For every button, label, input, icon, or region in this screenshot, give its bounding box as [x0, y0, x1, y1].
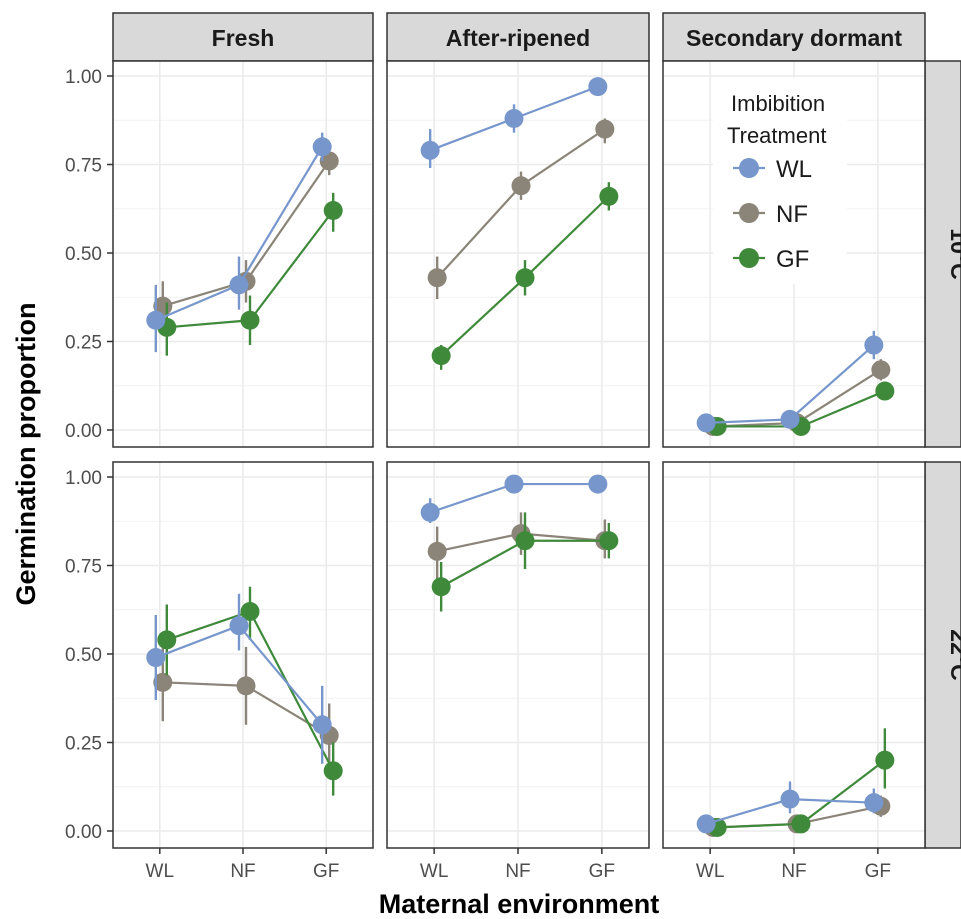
legend-key-point-gf: [739, 248, 759, 268]
x-tick-label: NF: [505, 861, 530, 882]
data-point-gf: [875, 750, 895, 770]
data-point-wl: [696, 413, 716, 433]
y-tick-label: 0.50: [65, 244, 102, 265]
panel-10c-secondary-dormant-border: [662, 60, 926, 448]
x-tick-label: GF: [589, 861, 615, 882]
legend-label-gf: GF: [776, 246, 809, 273]
panel-10c-fresh-border: [112, 60, 374, 448]
panel-10c-after-ripened-border: [386, 60, 650, 448]
data-point-wl: [864, 335, 884, 355]
data-point-wl: [312, 715, 332, 735]
data-point-gf: [431, 346, 451, 366]
data-point-wl: [504, 108, 524, 128]
data-point-wl: [696, 814, 716, 834]
y-tick-label: 0.25: [65, 734, 102, 755]
legend-title-line2: Treatment: [727, 123, 826, 148]
row-strip-22c: [924, 461, 961, 849]
x-tick-label: NF: [230, 861, 255, 882]
data-point-gf: [791, 814, 811, 834]
data-point-nf: [319, 151, 339, 171]
data-point-wl: [229, 275, 249, 295]
y-tick-label: 0.75: [65, 557, 102, 578]
data-point-nf: [511, 176, 531, 196]
data-point-wl: [780, 789, 800, 809]
x-tick-label: GF: [313, 861, 339, 882]
data-point-gf: [431, 577, 451, 597]
data-point-wl: [420, 140, 440, 160]
x-tick-label: NF: [781, 861, 806, 882]
data-point-wl: [146, 648, 166, 668]
y-tick-label: 0.00: [65, 822, 102, 843]
panel-10c-after-ripened: [386, 60, 650, 448]
legend-label-wl: WL: [776, 156, 812, 183]
data-point-wl: [588, 77, 608, 97]
data-point-wl: [588, 474, 608, 494]
legend-title-line1: Imbibition: [731, 91, 825, 116]
data-point-gf: [599, 531, 619, 551]
y-tick-label: 0.75: [65, 156, 102, 177]
data-point-gf: [240, 602, 260, 622]
data-point-wl: [864, 793, 884, 813]
panel-22c-secondary-dormant: WL NF GF: [662, 461, 926, 882]
legend-label-nf: NF: [776, 201, 808, 228]
y-tick-label: 1.00: [65, 67, 102, 88]
row-strip-10c: [924, 60, 961, 448]
y-axis-title: Germination proportion: [11, 303, 41, 606]
row-label-10c: 10°C: [946, 228, 961, 279]
legend-key-point-nf: [739, 203, 759, 223]
data-point-nf: [427, 541, 447, 561]
y-tick-label: 0.25: [65, 333, 102, 354]
legend-background: [713, 78, 847, 284]
data-point-gf: [157, 630, 177, 650]
y-tick-label: 0.00: [65, 421, 102, 442]
facet-strip-after-ripened: [386, 12, 650, 62]
data-point-gf: [875, 381, 895, 401]
facet-label-secondary-dormant: Secondary dormant: [686, 25, 902, 51]
data-point-wl: [420, 502, 440, 522]
facet-strip-secondary-dormant: [662, 12, 926, 62]
data-point-nf: [153, 672, 173, 692]
data-point-wl: [146, 310, 166, 330]
y-tick-label: 1.00: [65, 468, 102, 489]
data-point-gf: [323, 761, 343, 781]
facet-strip-fresh: [112, 12, 374, 62]
data-point-gf: [515, 531, 535, 551]
data-point-wl: [229, 616, 249, 636]
data-point-nf: [236, 676, 256, 696]
facet-label-fresh: Fresh: [212, 25, 275, 51]
panel-10c-fresh: 0.00 0.25 0.50 0.75 1.00: [65, 60, 374, 448]
legend-key-point-wl: [739, 158, 759, 178]
panel-22c-after-ripened: WL NF GF: [386, 461, 650, 882]
panels-layer: Fresh After-ripened Secondary dormant 10°C 2…: [65, 12, 961, 882]
data-point-gf: [515, 268, 535, 288]
x-tick-label: WL: [420, 861, 449, 882]
data-point-wl: [780, 409, 800, 429]
data-point-gf: [240, 310, 260, 330]
x-tick-label: GF: [865, 861, 891, 882]
data-point-wl: [504, 474, 524, 494]
panel-22c-fresh: 0.00 0.25 0.50 0.75 1.00 WL NF GF: [65, 461, 374, 882]
x-tick-label: WL: [696, 861, 725, 882]
facet-label-after-ripened: After-ripened: [446, 25, 590, 51]
x-axis-title: Maternal environment: [379, 889, 660, 919]
row-label-22c: 22°C: [946, 629, 961, 680]
data-point-nf: [427, 268, 447, 288]
data-point-gf: [323, 201, 343, 221]
legend: Imbibition Treatment WL NF GF: [713, 78, 847, 284]
data-point-gf: [599, 186, 619, 206]
data-point-wl: [312, 137, 332, 157]
x-tick-label: WL: [146, 861, 175, 882]
data-point-nf: [871, 360, 891, 380]
data-point-nf: [595, 119, 615, 139]
y-tick-label: 0.50: [65, 645, 102, 666]
